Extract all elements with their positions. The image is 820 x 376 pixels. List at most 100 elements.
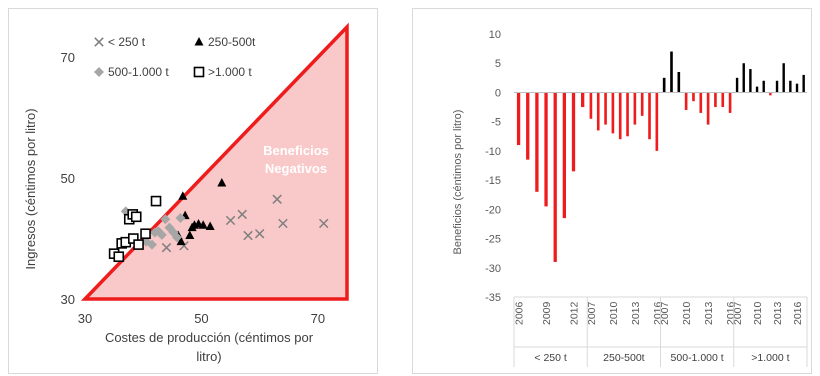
bar <box>526 92 530 160</box>
bar-x-tick-label: 2010 <box>608 301 620 325</box>
bar-y-tick-label: -15 <box>485 175 501 187</box>
bar <box>795 83 799 93</box>
bar-x-tick-label: 2007 <box>659 301 671 325</box>
scatter-y-axis-label: Ingresos (céntimos por litro) <box>23 108 38 269</box>
scatter-point <box>178 191 188 200</box>
bar-x-tick-label: 2007 <box>586 301 598 325</box>
bar-y-tick-label: 0 <box>495 87 501 99</box>
bar <box>706 92 710 125</box>
bar-group-label: >1.000 t <box>751 352 789 364</box>
bar-y-tick-label: -10 <box>485 146 501 158</box>
bar-y-tick-label: -35 <box>485 292 501 304</box>
scatter-chart-panel: Beneficios Negativos 30 50 70 30 50 70 < 250 t 25… <box>8 8 378 374</box>
legend-label: < 250 t <box>108 35 146 49</box>
scatter-point <box>161 242 172 253</box>
scatter-y-tick-label: 70 <box>61 50 75 65</box>
bar-y-tick-label: -30 <box>485 263 501 275</box>
bar <box>802 74 805 93</box>
bar <box>571 92 576 172</box>
bar-y-tick-label: 10 <box>489 29 501 41</box>
bar-x-tick-label: 2013 <box>630 301 642 325</box>
scatter-x-tick-label: 30 <box>78 311 92 326</box>
bar <box>789 80 792 93</box>
scatter-point <box>146 239 157 250</box>
bar <box>735 77 739 93</box>
region-annotation-line: Negativos <box>265 161 327 176</box>
legend-label: 500-1.000 t <box>108 65 169 79</box>
bar <box>714 92 717 108</box>
bar <box>596 92 600 131</box>
bar <box>684 92 688 110</box>
bar-group-label: 500-1.000 t <box>671 352 724 364</box>
bar-y-axis-label: Beneficios (céntimos por litro) <box>452 110 464 255</box>
bar <box>640 92 644 116</box>
scatter-point <box>171 232 182 243</box>
bar-x-tick-label: 2013 <box>772 301 784 325</box>
bar <box>728 92 732 113</box>
legend-marker <box>94 37 104 47</box>
scatter-x-axis-label-line2: litro) <box>196 349 221 364</box>
bar <box>762 80 765 93</box>
legend-label: 250-500t <box>208 35 256 49</box>
scatter-point <box>185 230 195 240</box>
scatter-point <box>156 229 167 240</box>
scatter-point <box>160 214 171 225</box>
bar <box>648 92 651 140</box>
scatter-point <box>254 228 265 239</box>
bar <box>775 80 779 93</box>
scatter-point <box>205 221 215 230</box>
scatter-point <box>225 215 236 226</box>
bar-group-label: < 250 t <box>534 352 566 364</box>
bar-x-tick-label: 2010 <box>681 301 693 325</box>
bar-y-tick-label: -25 <box>485 234 501 246</box>
bar <box>516 92 521 146</box>
scatter-y-tick-label: 50 <box>61 171 75 186</box>
bar <box>662 77 666 93</box>
bar-x-tick-label: 2012 <box>569 301 581 325</box>
bar <box>544 92 548 207</box>
bar <box>535 92 539 192</box>
legend-marker <box>193 66 205 78</box>
bar-group-label: 250-500t <box>603 352 645 364</box>
scatter-point <box>150 195 162 207</box>
scatter-point <box>140 228 151 240</box>
bar <box>626 92 629 137</box>
scatter-point <box>278 218 288 229</box>
scatter-point <box>217 177 227 187</box>
bar-y-tick-label: -20 <box>485 204 501 216</box>
scatter-point <box>175 213 186 224</box>
bar <box>749 69 752 93</box>
bar <box>604 92 607 125</box>
scatter-x-tick-label: 50 <box>194 311 208 326</box>
bar-chart: 10 5 0 -5 -10 -15 -20 -25 -30 -35 2006 2009 2012 < 25… <box>452 29 808 367</box>
bar <box>553 92 557 262</box>
scatter-point <box>272 194 282 204</box>
scatter-point <box>318 218 329 229</box>
legend-marker <box>94 67 104 77</box>
bar <box>721 92 725 108</box>
scatter-point <box>243 230 253 241</box>
bar <box>589 92 593 119</box>
scatter-point <box>113 251 125 262</box>
bar-x-tick-label: 2006 <box>514 301 526 325</box>
region-annotation-line: Beneficios <box>263 143 329 158</box>
bar-x-tick-label: 2007 <box>732 301 744 325</box>
legend-label: >1.000 t <box>208 65 252 79</box>
bar-x-tick-label: 2016 <box>792 301 804 325</box>
scatter-y-tick-label: 30 <box>61 292 75 307</box>
bar-x-tick-label: 2013 <box>703 301 715 325</box>
bar <box>562 92 567 219</box>
bar <box>618 92 622 140</box>
bar <box>670 51 673 93</box>
bar <box>769 92 772 96</box>
scatter-point <box>176 236 186 246</box>
bar-x-tick-label: 2009 <box>541 301 553 325</box>
bar <box>692 92 695 102</box>
bar <box>611 92 615 134</box>
bar <box>782 63 785 93</box>
scatter-point <box>133 239 144 250</box>
scatter-point <box>237 209 247 220</box>
scatter-point <box>130 211 142 223</box>
scatter-chart: Beneficios Negativos 30 50 70 30 50 70 < 250 t 25… <box>23 22 349 364</box>
bar-y-tick-label: 5 <box>495 58 501 70</box>
